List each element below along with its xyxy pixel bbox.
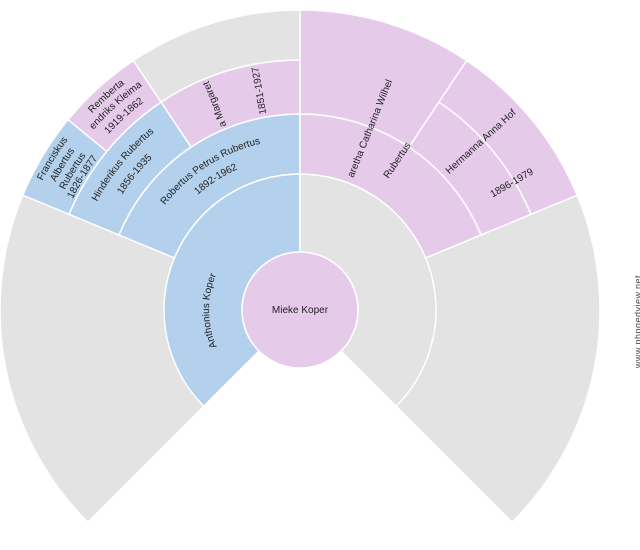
root-person: Mieke Koper (272, 305, 329, 316)
fan-chart: Mieke KoperAnthonius KoperRobertus Petru… (0, 0, 640, 550)
watermark-text: www.phpgedview.net (633, 275, 640, 368)
